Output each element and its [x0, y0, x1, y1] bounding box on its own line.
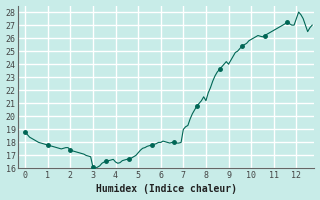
- X-axis label: Humidex (Indice chaleur): Humidex (Indice chaleur): [96, 184, 237, 194]
